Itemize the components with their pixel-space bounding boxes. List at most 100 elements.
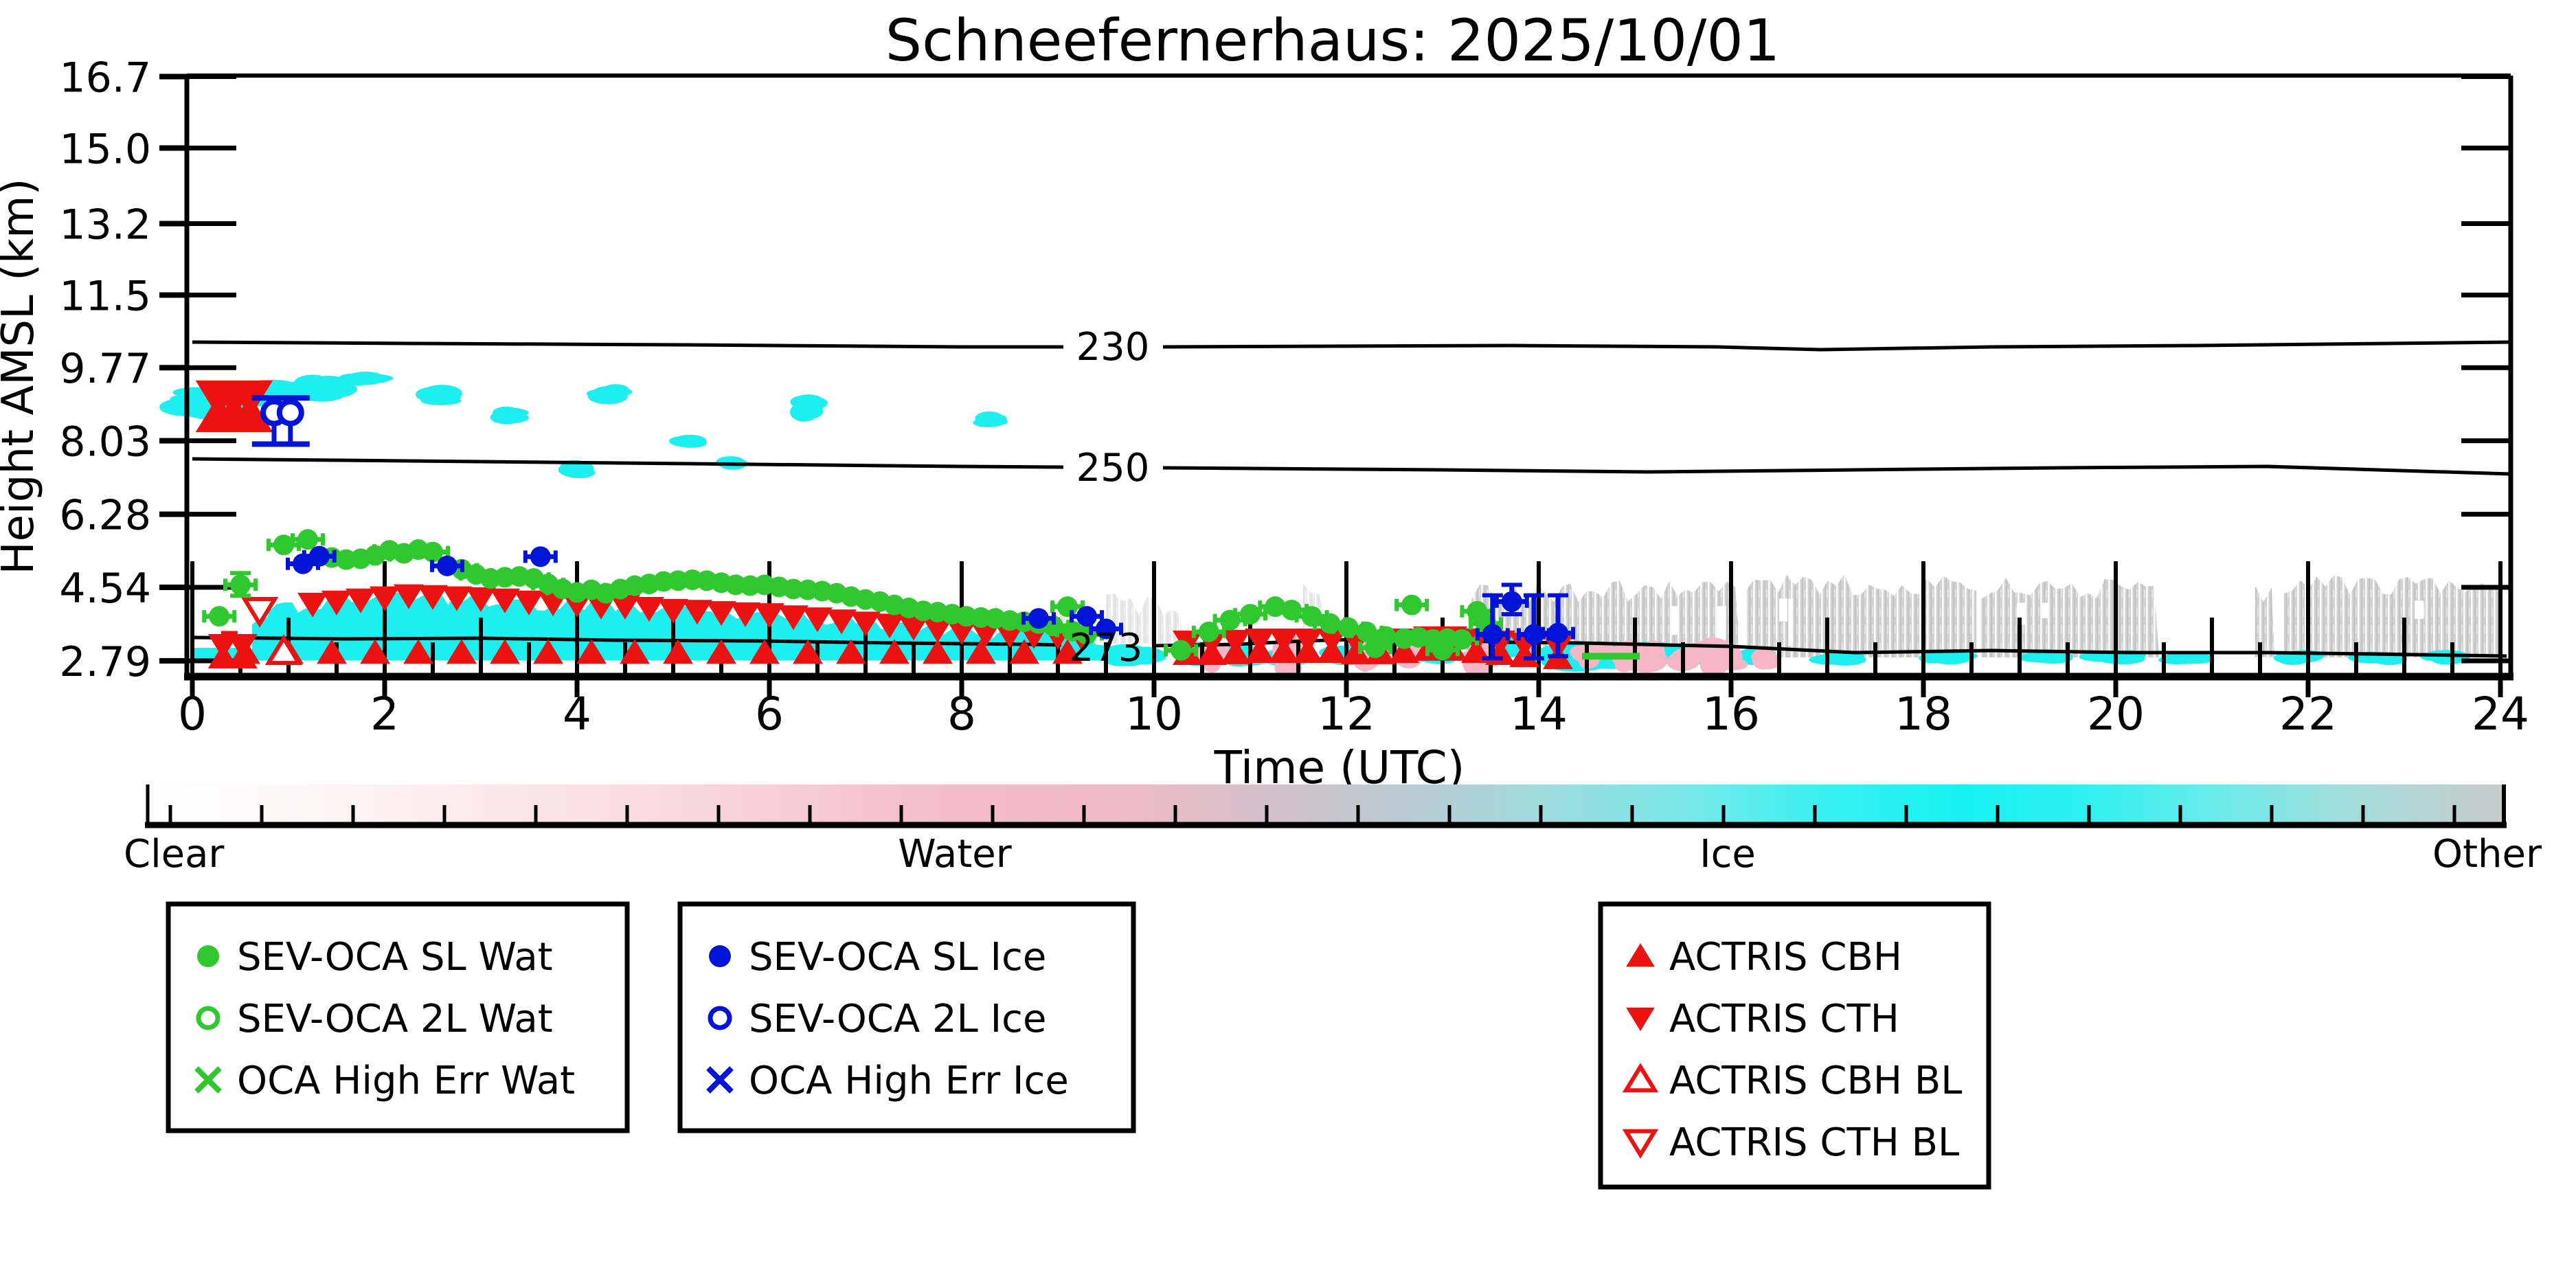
x-tick-label: 22 [2279, 688, 2337, 741]
actris-cth-bl-marker [240, 597, 279, 628]
water-class-patch [1755, 648, 1775, 667]
ice-class-patch [2372, 653, 2407, 666]
sev-oca-sl-wat-marker [422, 541, 443, 563]
actris-cbh-marker [447, 639, 477, 664]
ice-class-patch [293, 374, 332, 394]
actris-cbh-marker [490, 639, 520, 664]
actris-cbh-marker [1341, 639, 1371, 664]
actris-cbh-marker [706, 639, 736, 664]
sev-oca-sl-wat-marker [273, 534, 294, 556]
legend-label: SEV-OCA SL Wat [237, 935, 553, 980]
contour-label-273: 273 [1070, 626, 1143, 670]
contour-label-250: 250 [1076, 446, 1150, 490]
x-tick-label: 16 [1702, 688, 1760, 741]
sev-oca-sl-wat-marker [1240, 604, 1261, 625]
legend-label: OCA High Err Wat [237, 1059, 575, 1103]
x-tick-label: 6 [755, 688, 784, 741]
legend-filled-circle-icon [709, 945, 731, 967]
actris-cbh-marker [1509, 642, 1539, 668]
colorbar-label-clear: Clear [124, 832, 225, 877]
ice-class-patch [716, 456, 746, 468]
y-tick-label: 13.2 [59, 201, 151, 249]
y-tick-label: 8.03 [59, 418, 151, 466]
actris-cth-marker [682, 600, 712, 625]
other-region-gap [1788, 598, 1794, 646]
colorbar-label-water: Water [898, 832, 1013, 877]
actris-cth-marker [442, 586, 472, 611]
legend-label: SEV-OCA 2L Wat [237, 997, 553, 1041]
contour-273-right [1152, 637, 2507, 658]
actris-cbh-marker [1293, 637, 1323, 663]
y-tick-label: 6.28 [59, 492, 151, 540]
legend-box: SEV-OCA SL Wat SEV-OCA 2L Wat OCA High Err… [166, 901, 630, 1133]
ice-class-patch [348, 374, 381, 385]
legend-box: SEV-OCA SL Ice SEV-OCA 2L Ice OCA High Err… [677, 901, 1136, 1133]
actris-cth-marker [466, 587, 496, 612]
legend-box: ACTRIS CBH ACTRIS CTH ACTRIS CBH BL ACTRIS … [1598, 901, 1991, 1190]
sev-oca-sl-ice-marker [1548, 622, 1568, 644]
actris-cbh-marker [663, 639, 693, 664]
actris-cbh-marker [227, 394, 273, 432]
actris-cth-marker [346, 588, 376, 613]
data-markers [195, 380, 1640, 670]
sev-oca-sl-wat-marker [1171, 640, 1192, 661]
water-class-patch [1725, 646, 1743, 670]
other-class-region [1745, 574, 1976, 658]
sev-oca-sl-ice-marker [1028, 608, 1049, 629]
ice-class-patch [493, 409, 521, 423]
contour-250-left [192, 457, 1064, 469]
actris-cth-marker [514, 590, 544, 615]
class-colorbar: Clear Water Ice Other [124, 784, 2542, 877]
colorbar-label-other: Other [2432, 832, 2542, 877]
legend-label: SEV-OCA SL Ice [749, 935, 1046, 980]
actris-cth-marker [321, 590, 352, 615]
legend-label: ACTRIS CTH [1669, 997, 1899, 1041]
actris-cth-marker [802, 607, 833, 633]
actris-cbh-marker [1052, 639, 1083, 664]
ice-class-patch [563, 467, 595, 479]
y-tick-label: 16.7 [59, 54, 151, 102]
sev-oca-sl-wat-marker [1401, 594, 1423, 615]
sev-oca-sl-ice-marker [530, 546, 551, 567]
colorbar-label-ice: Ice [1699, 832, 1756, 877]
other-region-gap [1740, 606, 1745, 642]
x-tick-label: 18 [1895, 688, 1952, 741]
legend-label: ACTRIS CTH BL [1669, 1120, 1959, 1165]
other-region-gap [1717, 606, 1726, 640]
actris-cth-marker [490, 588, 520, 613]
actris-cbh-marker [1221, 639, 1251, 664]
actris-cbh-marker [620, 639, 650, 664]
legend-label: OCA High Err Ice [749, 1059, 1069, 1103]
actris-cbh-marker [966, 639, 996, 664]
x-tick-label: 10 [1125, 688, 1183, 741]
actris-cth-marker [706, 601, 736, 626]
contour-230-left [192, 340, 1063, 349]
sev-oca-sl-ice-marker [1524, 624, 1544, 645]
x-tick-label: 24 [2472, 688, 2529, 741]
x-tick-label: 12 [1318, 688, 1375, 741]
water-class-patch [1671, 649, 1691, 668]
sev-oca-sl-wat-marker [209, 606, 230, 627]
contour-250-right [1162, 464, 2511, 476]
sev-oca-sl-ice-marker [1076, 606, 1097, 627]
sev-oca-2l-ice-marker [276, 398, 304, 427]
sev-oca-sl-wat-marker [1198, 621, 1219, 642]
ice-class-patch [1919, 653, 1948, 664]
x-tick-label: 2 [370, 688, 399, 741]
actris-cth-marker [874, 613, 905, 639]
other-region-gap [1779, 598, 1788, 622]
actris-cth-marker [923, 618, 953, 643]
legend-border [677, 901, 1136, 1133]
actris-cbh-marker [836, 639, 866, 664]
legend-x-icon [706, 1066, 734, 1094]
actris-cth-marker [634, 596, 664, 622]
actris-cbh-marker [227, 643, 258, 668]
water-class-patch [1699, 651, 1728, 678]
actris-cbh-marker [879, 639, 909, 664]
other-region-gap [2415, 600, 2424, 619]
plot-axes: 16.715.013.211.59.778.036.284.542.790 2 4 6… [59, 54, 2529, 741]
ice-class-patch [973, 418, 1004, 427]
y-tick-label: 2.79 [59, 638, 151, 686]
chart-title: Schneefernerhaus: 2025/10/01 [885, 7, 1781, 74]
